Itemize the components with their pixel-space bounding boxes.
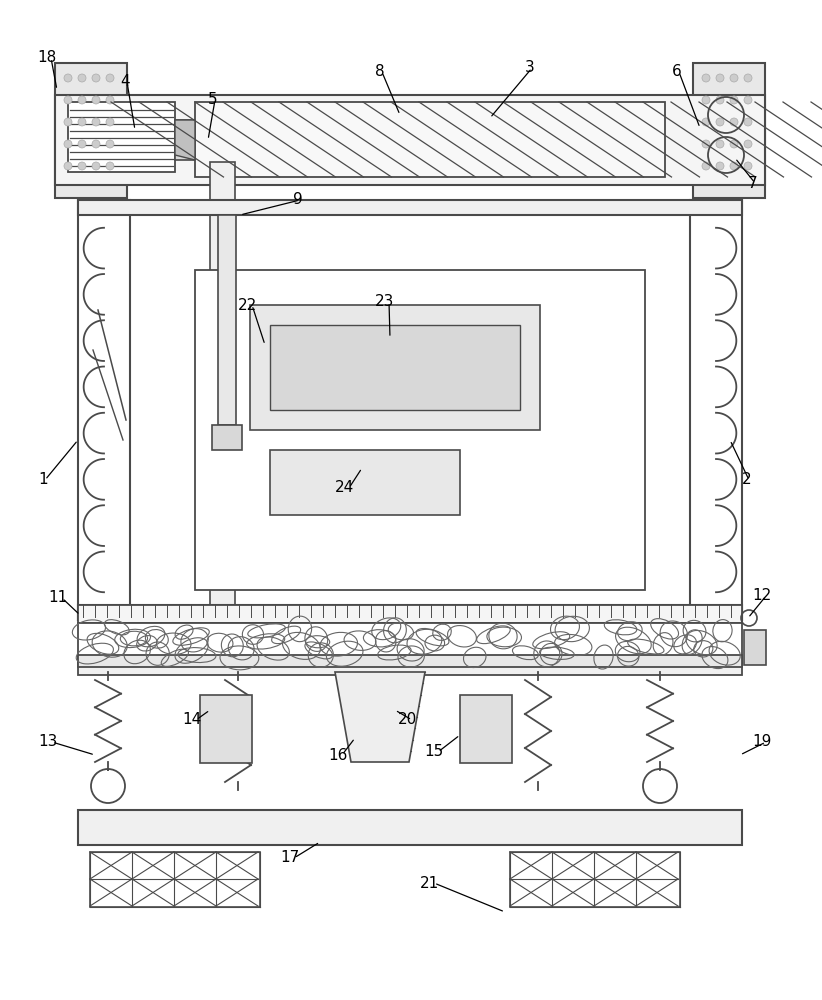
Text: 23: 23 [375, 294, 395, 310]
Circle shape [92, 140, 100, 148]
Bar [78, 810, 742, 845]
Bar [510, 852, 680, 907]
Bar [212, 425, 242, 450]
Bar [90, 852, 260, 907]
Bar [55, 95, 765, 185]
Circle shape [744, 96, 752, 104]
Text: 4: 4 [120, 75, 130, 90]
Circle shape [702, 162, 710, 170]
Circle shape [64, 74, 72, 82]
Circle shape [744, 162, 752, 170]
Circle shape [92, 74, 100, 82]
Circle shape [106, 140, 114, 148]
Circle shape [64, 162, 72, 170]
Circle shape [702, 118, 710, 126]
Circle shape [106, 96, 114, 104]
Bar [78, 200, 130, 620]
Bar [744, 630, 766, 665]
Circle shape [92, 96, 100, 104]
Text: 15: 15 [424, 744, 443, 760]
Text: 6: 6 [672, 64, 681, 80]
Circle shape [78, 96, 86, 104]
Text: 16: 16 [328, 748, 348, 762]
Circle shape [702, 96, 710, 104]
Circle shape [716, 140, 724, 148]
Bar [78, 663, 742, 675]
Circle shape [106, 162, 114, 170]
Circle shape [78, 118, 86, 126]
Circle shape [716, 96, 724, 104]
Bar [250, 305, 540, 430]
Bar [78, 655, 742, 667]
Text: 11: 11 [48, 590, 67, 605]
Circle shape [744, 140, 752, 148]
Text: 13: 13 [38, 734, 58, 750]
Text: 1: 1 [38, 473, 48, 488]
Bar [68, 102, 175, 172]
Text: 5: 5 [208, 93, 218, 107]
Bar [270, 325, 520, 410]
Circle shape [92, 162, 100, 170]
Circle shape [78, 140, 86, 148]
Bar [690, 200, 742, 620]
Circle shape [730, 74, 738, 82]
Circle shape [730, 140, 738, 148]
Text: 22: 22 [238, 298, 257, 312]
Text: 17: 17 [280, 850, 299, 865]
Circle shape [744, 74, 752, 82]
Circle shape [702, 140, 710, 148]
Bar [693, 63, 765, 198]
Bar [78, 623, 742, 663]
Text: 18: 18 [37, 50, 56, 66]
Text: 3: 3 [525, 60, 535, 76]
Bar [200, 695, 252, 763]
Circle shape [106, 74, 114, 82]
Bar [195, 102, 665, 177]
Circle shape [716, 162, 724, 170]
Text: 24: 24 [335, 481, 354, 495]
Bar [460, 695, 512, 763]
Circle shape [744, 118, 752, 126]
Bar [78, 200, 742, 215]
Text: 2: 2 [742, 473, 751, 488]
Bar [175, 120, 195, 160]
Circle shape [106, 118, 114, 126]
Bar [55, 63, 127, 198]
Circle shape [78, 162, 86, 170]
Circle shape [730, 96, 738, 104]
Text: 21: 21 [420, 876, 439, 890]
Circle shape [730, 118, 738, 126]
Text: 9: 9 [293, 192, 302, 208]
Text: 20: 20 [398, 712, 418, 728]
Circle shape [78, 74, 86, 82]
Bar [218, 215, 236, 425]
Bar [195, 270, 645, 590]
Circle shape [716, 118, 724, 126]
Circle shape [92, 118, 100, 126]
Text: 14: 14 [182, 712, 201, 728]
Bar [78, 605, 742, 620]
Text: 19: 19 [752, 734, 771, 750]
Text: 7: 7 [748, 176, 758, 190]
Circle shape [730, 162, 738, 170]
Circle shape [64, 140, 72, 148]
Polygon shape [335, 672, 425, 762]
Circle shape [702, 74, 710, 82]
Circle shape [64, 96, 72, 104]
Text: 8: 8 [375, 64, 385, 80]
Circle shape [716, 74, 724, 82]
Bar [78, 605, 742, 623]
Bar [210, 162, 235, 620]
Bar [270, 450, 460, 515]
Circle shape [64, 118, 72, 126]
Polygon shape [175, 120, 195, 160]
Text: 12: 12 [752, 588, 771, 603]
